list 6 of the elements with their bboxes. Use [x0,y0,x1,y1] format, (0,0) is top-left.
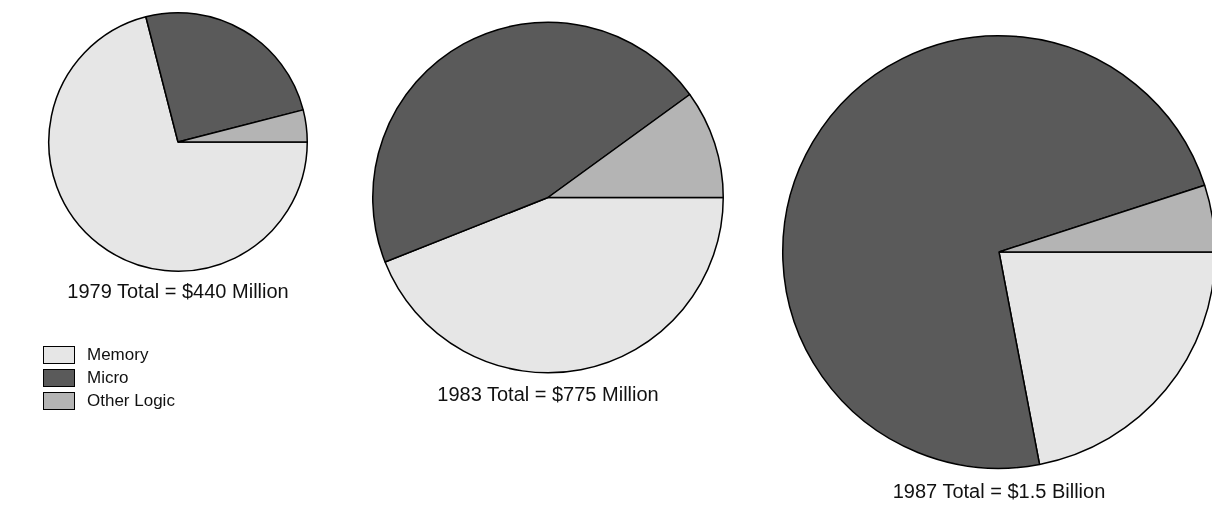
legend-label: Other Logic [87,390,175,411]
text: 1979 Total = $440 Million [67,279,289,302]
text: 1987 Total = $1.5 Billion [892,479,1106,502]
text: 1983 Total = $775 Million [437,382,659,405]
legend-label: Memory [87,344,149,365]
legend-label: Micro [87,367,129,388]
